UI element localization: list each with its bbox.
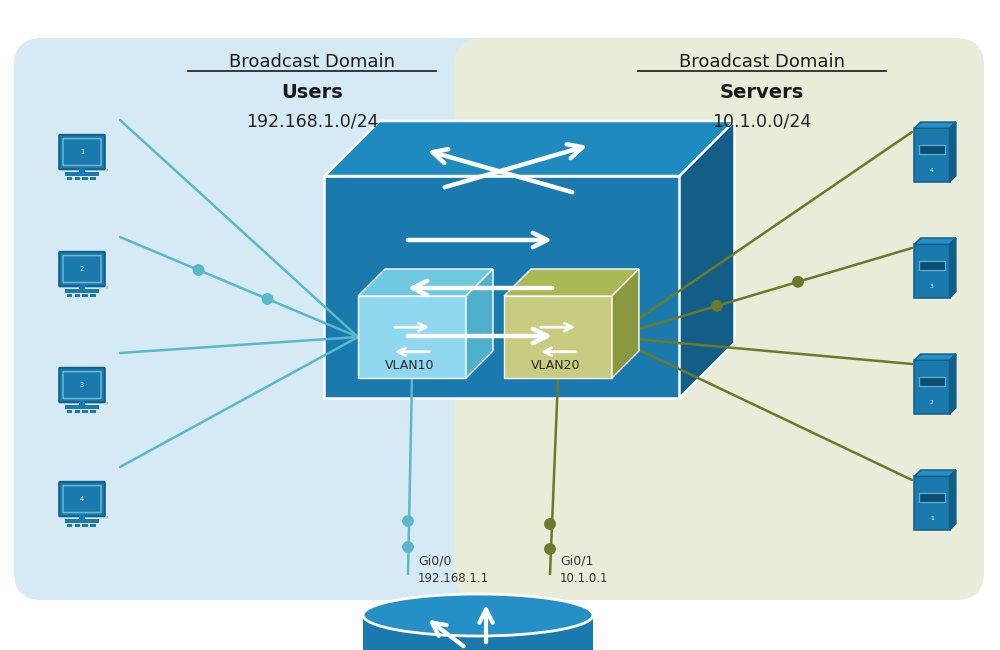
Bar: [65, 519, 99, 523]
Polygon shape: [914, 470, 956, 476]
Text: 4: 4: [80, 496, 84, 502]
Text: Users: Users: [281, 83, 343, 101]
Circle shape: [403, 516, 413, 526]
Text: Servers: Servers: [720, 83, 804, 101]
Polygon shape: [914, 122, 956, 128]
Bar: [919, 493, 945, 502]
Bar: [79, 168, 85, 173]
Polygon shape: [466, 269, 493, 378]
Polygon shape: [914, 244, 950, 298]
Text: 192.168.1.0/24: 192.168.1.0/24: [246, 113, 378, 131]
Bar: [90, 410, 96, 413]
Bar: [65, 405, 99, 409]
FancyBboxPatch shape: [14, 38, 546, 600]
Text: VLAN20: VLAN20: [531, 359, 581, 372]
Polygon shape: [914, 476, 950, 530]
Ellipse shape: [363, 594, 593, 636]
Bar: [919, 377, 945, 386]
Polygon shape: [914, 128, 950, 182]
Text: Broadcast Domain: Broadcast Domain: [679, 53, 845, 71]
Bar: [75, 177, 80, 180]
Polygon shape: [358, 269, 493, 296]
Polygon shape: [324, 176, 680, 398]
Polygon shape: [914, 354, 956, 360]
Bar: [67, 524, 72, 527]
Circle shape: [793, 277, 803, 287]
Text: VLAN10: VLAN10: [385, 359, 435, 372]
FancyBboxPatch shape: [454, 38, 984, 600]
Text: 10.1.0.1: 10.1.0.1: [560, 571, 608, 584]
Text: 192.168.1.1: 192.168.1.1: [418, 571, 489, 584]
Text: 2: 2: [930, 400, 934, 405]
Text: Gi0/0: Gi0/0: [418, 554, 452, 567]
Text: Gi0/1: Gi0/1: [560, 554, 593, 567]
Circle shape: [403, 542, 413, 552]
Circle shape: [262, 294, 273, 304]
Bar: [75, 524, 80, 527]
Bar: [67, 410, 72, 413]
Bar: [363, 615, 593, 650]
Text: ?: ?: [105, 402, 108, 406]
Bar: [82, 524, 88, 527]
Text: 10.1.0.0/24: 10.1.0.0/24: [712, 113, 812, 131]
Bar: [79, 285, 85, 290]
Text: ?: ?: [105, 169, 108, 173]
Polygon shape: [504, 296, 612, 378]
Polygon shape: [504, 269, 639, 296]
Polygon shape: [914, 238, 956, 244]
Polygon shape: [324, 121, 734, 176]
FancyBboxPatch shape: [59, 482, 105, 516]
FancyBboxPatch shape: [63, 486, 101, 512]
Text: 3: 3: [80, 382, 84, 388]
Polygon shape: [680, 121, 734, 398]
Polygon shape: [950, 238, 956, 298]
Bar: [65, 172, 99, 176]
Polygon shape: [950, 122, 956, 182]
Polygon shape: [612, 269, 639, 378]
Polygon shape: [950, 470, 956, 530]
Bar: [90, 524, 96, 527]
Bar: [82, 410, 88, 413]
Text: 3: 3: [930, 283, 934, 289]
Circle shape: [545, 544, 555, 554]
Bar: [75, 294, 80, 297]
Circle shape: [712, 301, 722, 311]
FancyBboxPatch shape: [59, 135, 105, 170]
Text: 1: 1: [930, 515, 934, 521]
Bar: [82, 177, 88, 180]
Polygon shape: [914, 360, 950, 414]
Bar: [67, 294, 72, 297]
Bar: [67, 177, 72, 180]
Text: 1: 1: [80, 149, 84, 155]
Text: ?: ?: [105, 516, 108, 520]
Bar: [90, 294, 96, 297]
Text: ?: ?: [105, 286, 108, 290]
Bar: [79, 515, 85, 520]
FancyBboxPatch shape: [63, 372, 101, 398]
Circle shape: [193, 265, 204, 275]
FancyBboxPatch shape: [59, 252, 105, 287]
Text: Broadcast Domain: Broadcast Domain: [229, 53, 395, 71]
Bar: [82, 294, 88, 297]
Polygon shape: [950, 354, 956, 414]
Text: 4: 4: [930, 168, 934, 173]
Bar: [919, 145, 945, 154]
Text: 2: 2: [80, 266, 84, 272]
Polygon shape: [358, 296, 466, 378]
Bar: [90, 177, 96, 180]
FancyBboxPatch shape: [63, 255, 101, 283]
FancyBboxPatch shape: [63, 138, 101, 166]
Bar: [79, 400, 85, 406]
Circle shape: [545, 519, 555, 529]
Bar: [65, 289, 99, 292]
Bar: [919, 261, 945, 270]
Bar: [75, 410, 80, 413]
FancyBboxPatch shape: [59, 368, 105, 402]
